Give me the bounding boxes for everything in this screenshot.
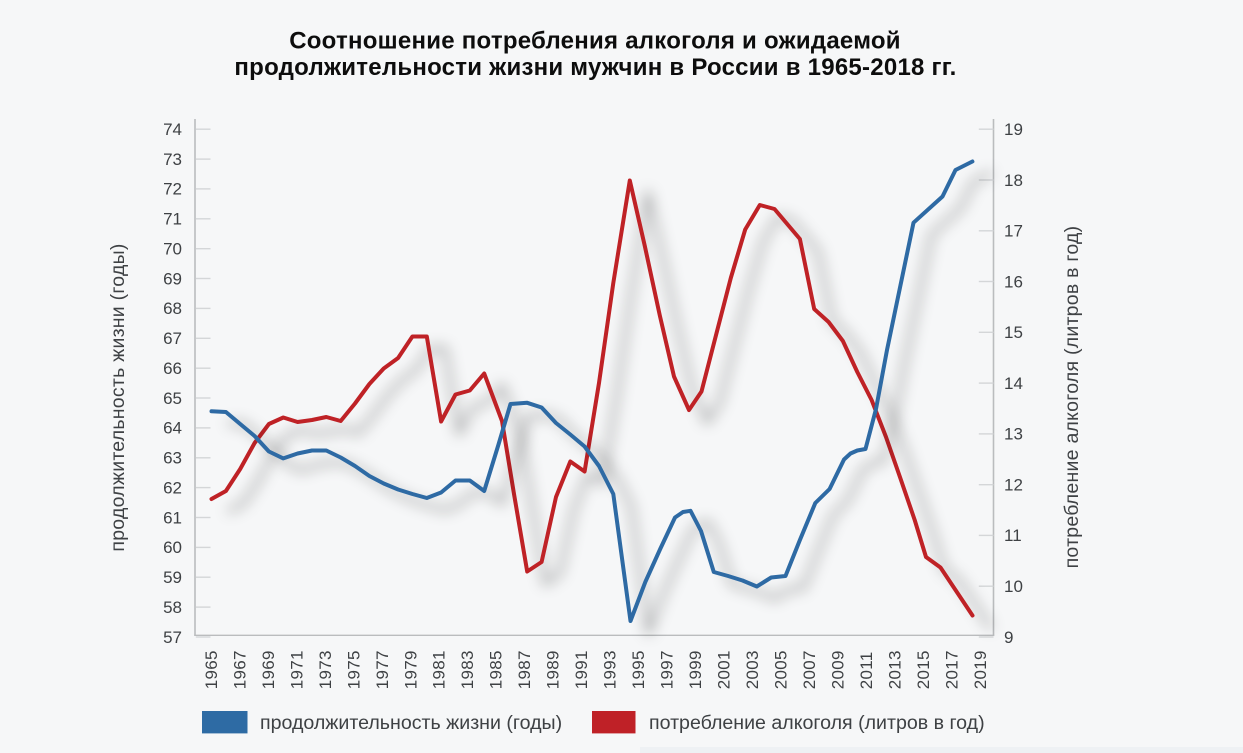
svg-text:17: 17 (1004, 222, 1023, 241)
svg-text:1971: 1971 (287, 650, 306, 689)
svg-text:1993: 1993 (601, 650, 620, 689)
svg-text:1989: 1989 (544, 650, 563, 689)
svg-text:67: 67 (163, 329, 182, 348)
svg-text:62: 62 (163, 478, 182, 497)
svg-text:продолжительность жизни (годы): продолжительность жизни (годы) (107, 243, 129, 551)
svg-text:1985: 1985 (487, 650, 506, 689)
svg-text:1999: 1999 (686, 650, 705, 689)
svg-text:1983: 1983 (458, 650, 477, 689)
svg-text:9: 9 (1004, 628, 1013, 647)
svg-text:1967: 1967 (230, 650, 249, 689)
svg-text:73: 73 (163, 150, 182, 169)
svg-text:2017: 2017 (942, 650, 961, 689)
svg-text:15: 15 (1004, 323, 1023, 342)
svg-text:19: 19 (1004, 120, 1023, 139)
svg-text:68: 68 (163, 299, 182, 318)
svg-text:1991: 1991 (572, 650, 591, 689)
svg-text:2005: 2005 (772, 650, 791, 689)
svg-text:1979: 1979 (401, 650, 420, 689)
svg-text:2009: 2009 (829, 650, 848, 689)
svg-text:1969: 1969 (259, 650, 278, 689)
svg-text:1997: 1997 (658, 650, 677, 689)
svg-text:60: 60 (163, 538, 182, 557)
svg-text:1965: 1965 (202, 650, 221, 689)
svg-text:69: 69 (163, 269, 182, 288)
svg-text:59: 59 (163, 568, 182, 587)
svg-text:1973: 1973 (316, 650, 335, 689)
svg-text:58: 58 (163, 598, 182, 617)
svg-text:2013: 2013 (885, 650, 904, 689)
svg-text:66: 66 (163, 359, 182, 378)
svg-text:72: 72 (163, 180, 182, 199)
svg-text:1977: 1977 (373, 650, 392, 689)
svg-text:потребление алкоголя (литров в: потребление алкоголя (литров в год) (649, 712, 985, 734)
svg-text:16: 16 (1004, 272, 1023, 291)
svg-text:Соотношение потребления алкого: Соотношение потребления алкоголя и ожида… (289, 28, 901, 55)
svg-text:2011: 2011 (857, 652, 876, 690)
svg-text:61: 61 (163, 508, 182, 527)
svg-text:64: 64 (163, 419, 182, 438)
svg-text:10: 10 (1004, 577, 1023, 596)
svg-text:продолжительность жизни (годы): продолжительность жизни (годы) (260, 712, 562, 734)
svg-text:70: 70 (163, 240, 182, 259)
svg-text:1975: 1975 (344, 650, 363, 689)
svg-text:1995: 1995 (629, 650, 648, 689)
svg-text:14: 14 (1004, 374, 1023, 393)
svg-text:продолжительности жизни мужчин: продолжительности жизни мужчин в России … (234, 54, 956, 81)
svg-text:74: 74 (163, 120, 182, 139)
svg-text:65: 65 (163, 389, 182, 408)
svg-text:71: 71 (163, 210, 182, 229)
svg-text:2015: 2015 (914, 650, 933, 689)
svg-text:потребление алкоголя (литров в: потребление алкоголя (литров в год) (1061, 226, 1083, 569)
svg-text:63: 63 (163, 449, 182, 468)
svg-text:18: 18 (1004, 171, 1023, 190)
svg-text:57: 57 (163, 628, 182, 647)
svg-text:2001: 2001 (715, 650, 734, 689)
svg-text:2019: 2019 (971, 650, 990, 689)
svg-text:12: 12 (1004, 476, 1023, 495)
svg-text:2007: 2007 (800, 650, 819, 689)
svg-text:2003: 2003 (743, 650, 762, 689)
svg-text:1987: 1987 (515, 650, 534, 689)
svg-text:1981: 1981 (430, 650, 449, 689)
svg-text:13: 13 (1004, 425, 1023, 444)
svg-text:11: 11 (1004, 526, 1022, 545)
